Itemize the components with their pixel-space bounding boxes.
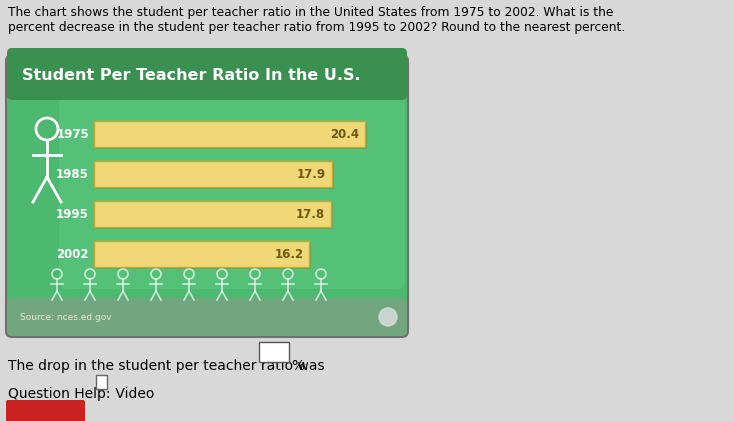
Text: 17.9: 17.9 xyxy=(297,168,326,181)
FancyBboxPatch shape xyxy=(96,203,333,229)
FancyBboxPatch shape xyxy=(94,121,366,147)
Circle shape xyxy=(379,308,397,326)
Text: %.: %. xyxy=(291,359,308,373)
Text: 16.2: 16.2 xyxy=(275,248,303,261)
FancyBboxPatch shape xyxy=(96,243,311,269)
Text: Question Help:: Question Help: xyxy=(8,387,111,401)
FancyBboxPatch shape xyxy=(94,201,331,227)
Text: 1975: 1975 xyxy=(57,128,89,141)
Text: 20.4: 20.4 xyxy=(330,128,360,141)
FancyBboxPatch shape xyxy=(94,241,310,267)
Text: Video: Video xyxy=(111,387,154,401)
Text: 1985: 1985 xyxy=(56,168,89,181)
Text: 1995: 1995 xyxy=(56,208,89,221)
Text: Student Per Teacher Ratio In the U.S.: Student Per Teacher Ratio In the U.S. xyxy=(22,69,360,83)
Text: The chart shows the student per teacher ratio in the United States from 1975 to : The chart shows the student per teacher … xyxy=(8,6,614,19)
FancyBboxPatch shape xyxy=(96,163,334,189)
FancyBboxPatch shape xyxy=(96,375,107,389)
Text: Source: nces.ed.gov: Source: nces.ed.gov xyxy=(20,312,112,322)
FancyBboxPatch shape xyxy=(7,298,407,336)
FancyBboxPatch shape xyxy=(59,96,405,289)
FancyBboxPatch shape xyxy=(6,400,85,421)
Text: percent decrease in the student per teacher ratio from 1995 to 2002? Round to th: percent decrease in the student per teac… xyxy=(8,21,625,34)
Text: 17.8: 17.8 xyxy=(296,208,324,221)
FancyBboxPatch shape xyxy=(7,48,407,100)
Text: 2002: 2002 xyxy=(57,248,89,261)
FancyBboxPatch shape xyxy=(259,342,288,362)
FancyBboxPatch shape xyxy=(96,123,368,149)
FancyBboxPatch shape xyxy=(94,161,332,187)
FancyBboxPatch shape xyxy=(6,55,408,337)
Text: The drop in the student per teacher ratio was: The drop in the student per teacher rati… xyxy=(8,359,324,373)
